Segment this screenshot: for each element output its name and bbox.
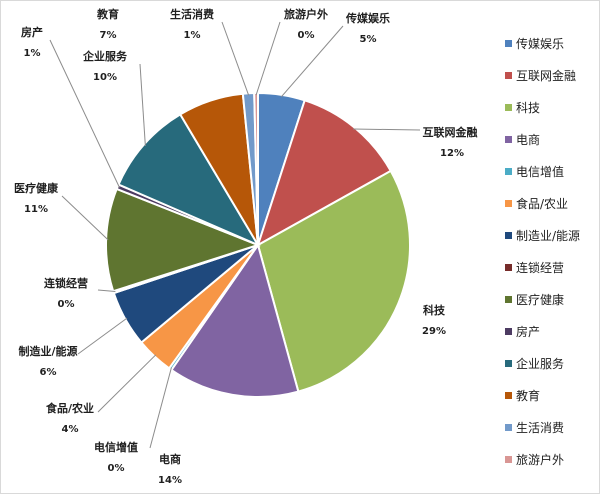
- slice-label: 旅游户外: [284, 7, 328, 21]
- slice-percent: 4%: [62, 424, 79, 435]
- legend-swatch: [505, 200, 512, 207]
- legend-swatch: [505, 264, 512, 271]
- legend-label: 科技: [516, 101, 540, 115]
- slice-label: 互联网金融: [423, 125, 478, 139]
- legend-swatch: [505, 168, 512, 175]
- pie-slice: [256, 99, 393, 248]
- leader-line: [49, 39, 120, 188]
- slice-percent: 1%: [184, 30, 201, 41]
- leader-line: [77, 317, 128, 355]
- legend-swatch: [505, 40, 512, 47]
- legend-label: 电信增值: [516, 164, 564, 179]
- slice-percent: 6%: [40, 367, 57, 378]
- legend-swatch: [505, 72, 512, 79]
- slice-label: 电商: [159, 452, 181, 466]
- slice-label: 房产: [21, 25, 43, 39]
- legend-swatch: [505, 296, 512, 303]
- pie-slices: [105, 91, 411, 398]
- slice-percent: 10%: [93, 72, 117, 83]
- slice-percent: 0%: [298, 30, 315, 41]
- slice-percent: 0%: [58, 299, 75, 310]
- pie-slice: [253, 91, 259, 246]
- leader-line: [97, 289, 116, 293]
- slice-label: 制造业/能源: [18, 344, 77, 358]
- legend-swatch: [505, 232, 512, 239]
- slice-percent: 11%: [24, 204, 48, 215]
- legend-label: 传媒娱乐: [516, 36, 564, 51]
- legend-label: 生活消费: [516, 421, 564, 435]
- slice-percent: 7%: [100, 30, 117, 41]
- legend-swatch: [505, 104, 512, 111]
- slice-label: 电信增值: [94, 440, 138, 454]
- legend-swatch: [505, 136, 512, 143]
- slice-label: 生活消费: [170, 7, 214, 21]
- leader-line: [221, 21, 250, 96]
- legend-label: 旅游户外: [516, 452, 564, 467]
- leader-line: [139, 63, 146, 146]
- slice-label: 教育: [96, 7, 119, 21]
- slice-percent: 29%: [422, 326, 446, 337]
- slice-label: 连锁经营: [44, 276, 88, 290]
- slice-label: 食品/农业: [46, 401, 94, 415]
- pie-slice: [170, 242, 300, 398]
- slice-percent: 5%: [360, 34, 377, 45]
- leader-line: [353, 128, 421, 131]
- legend-swatch: [505, 424, 512, 431]
- slice-percent: 14%: [158, 475, 182, 486]
- leader-line: [149, 367, 172, 449]
- legend-label: 制造业/能源: [516, 229, 580, 243]
- legend-swatch: [505, 328, 512, 335]
- legend: 传媒娱乐互联网金融科技电商电信增值食品/农业制造业/能源连锁经营医疗健康房产企业…: [505, 36, 580, 467]
- pie-slice: [105, 187, 261, 293]
- legend-label: 食品/农业: [516, 196, 568, 211]
- leader-line: [280, 25, 344, 98]
- slice-label: 传媒娱乐: [345, 11, 390, 25]
- legend-label: 电商: [516, 132, 540, 147]
- legend-swatch: [505, 456, 512, 463]
- leader-line: [97, 354, 157, 413]
- legend-swatch: [505, 392, 512, 399]
- leader-line: [255, 21, 281, 96]
- legend-swatch: [505, 360, 512, 367]
- legend-label: 教育: [516, 388, 540, 403]
- legend-label: 连锁经营: [516, 260, 564, 275]
- slice-percent: 1%: [24, 48, 41, 59]
- leader-line: [61, 195, 109, 241]
- slice-percent: 12%: [440, 148, 464, 159]
- slice-label: 科技: [423, 303, 446, 317]
- pie-slice: [256, 169, 411, 393]
- slice-label: 医疗健康: [14, 181, 59, 195]
- legend-label: 医疗健康: [516, 292, 564, 307]
- legend-label: 互联网金融: [516, 68, 576, 83]
- slice-percent: 0%: [108, 463, 125, 474]
- slice-label: 企业服务: [82, 49, 128, 63]
- pie-slice: [117, 113, 261, 248]
- legend-label: 企业服务: [516, 356, 564, 371]
- data-labels: 传媒娱乐 5% 互联网金融 12% 科技 29% 电商 14% 电信增值 0% 食品/农业 4% 制造业…: [14, 7, 478, 486]
- leader-lines: [49, 21, 421, 449]
- legend-label: 房产: [516, 324, 540, 339]
